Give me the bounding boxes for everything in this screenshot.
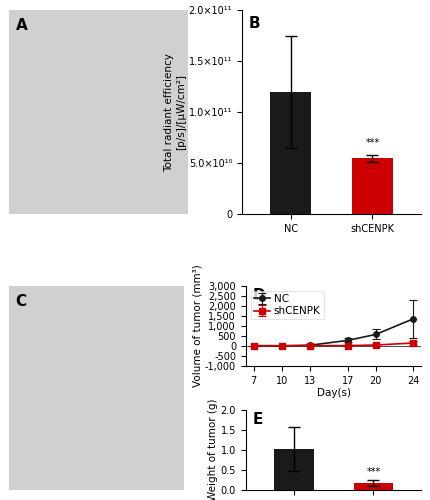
X-axis label: Day(s): Day(s) [316, 388, 350, 398]
Bar [270, 92, 311, 214]
Y-axis label: Weight of tumor (g): Weight of tumor (g) [208, 398, 218, 500]
Y-axis label: Volume of tumor (mm³): Volume of tumor (mm³) [192, 264, 202, 387]
Y-axis label: Total radiant efficiency
[p/s]/[μW/cm²]: Total radiant efficiency [p/s]/[μW/cm²] [164, 52, 186, 172]
Legend: NC, shCENPK: NC, shCENPK [251, 291, 324, 320]
Text: A: A [16, 18, 28, 33]
Text: B: B [249, 16, 261, 31]
Bar [352, 158, 393, 214]
Text: E: E [253, 412, 263, 428]
Bar [273, 448, 313, 490]
Text: ***: *** [366, 467, 381, 477]
Text: D: D [253, 288, 265, 303]
Text: ***: *** [366, 138, 380, 148]
Text: C: C [15, 294, 27, 309]
Bar [353, 483, 393, 490]
